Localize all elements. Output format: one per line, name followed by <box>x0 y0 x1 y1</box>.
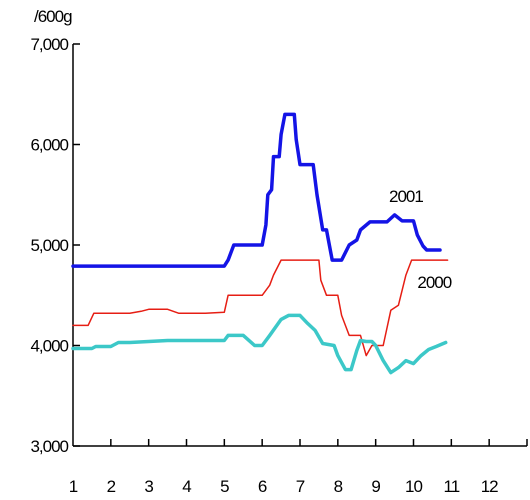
x-tick-label: 3 <box>144 477 153 496</box>
x-tick-label: 2 <box>107 477 116 496</box>
x-tick-label: 9 <box>371 477 380 496</box>
y-tick-label: 3,000 <box>30 437 68 456</box>
series-label-2001: 2001 <box>389 187 423 206</box>
y-tick-label: 5,000 <box>30 236 68 255</box>
series-layer <box>73 114 448 372</box>
series-label-2000: 2000 <box>417 273 451 292</box>
y-tick-label: 4,000 <box>30 337 68 356</box>
y-tick-label: 6,000 <box>30 136 68 155</box>
series-line-series-3 <box>73 315 446 372</box>
x-tick-label: 4 <box>182 477 191 496</box>
x-tick-label: 5 <box>220 477 229 496</box>
x-tick-label: 12 <box>481 477 498 496</box>
plot-frame <box>73 44 527 446</box>
unit-label: /600g <box>34 7 72 26</box>
x-tick-label: 7 <box>296 477 305 496</box>
series-line-2001 <box>73 114 440 266</box>
x-tick-label: 8 <box>334 477 343 496</box>
x-tick-label: 1 <box>69 477 78 496</box>
x-tick-label: 6 <box>258 477 267 496</box>
y-tick-label: 7,000 <box>30 35 68 54</box>
x-tick-label: 11 <box>444 477 460 496</box>
x-axis: 1 2 3 4 5 6 7 8 9 10 11 12 <box>69 439 527 496</box>
x-tick-label: 10 <box>405 477 422 496</box>
